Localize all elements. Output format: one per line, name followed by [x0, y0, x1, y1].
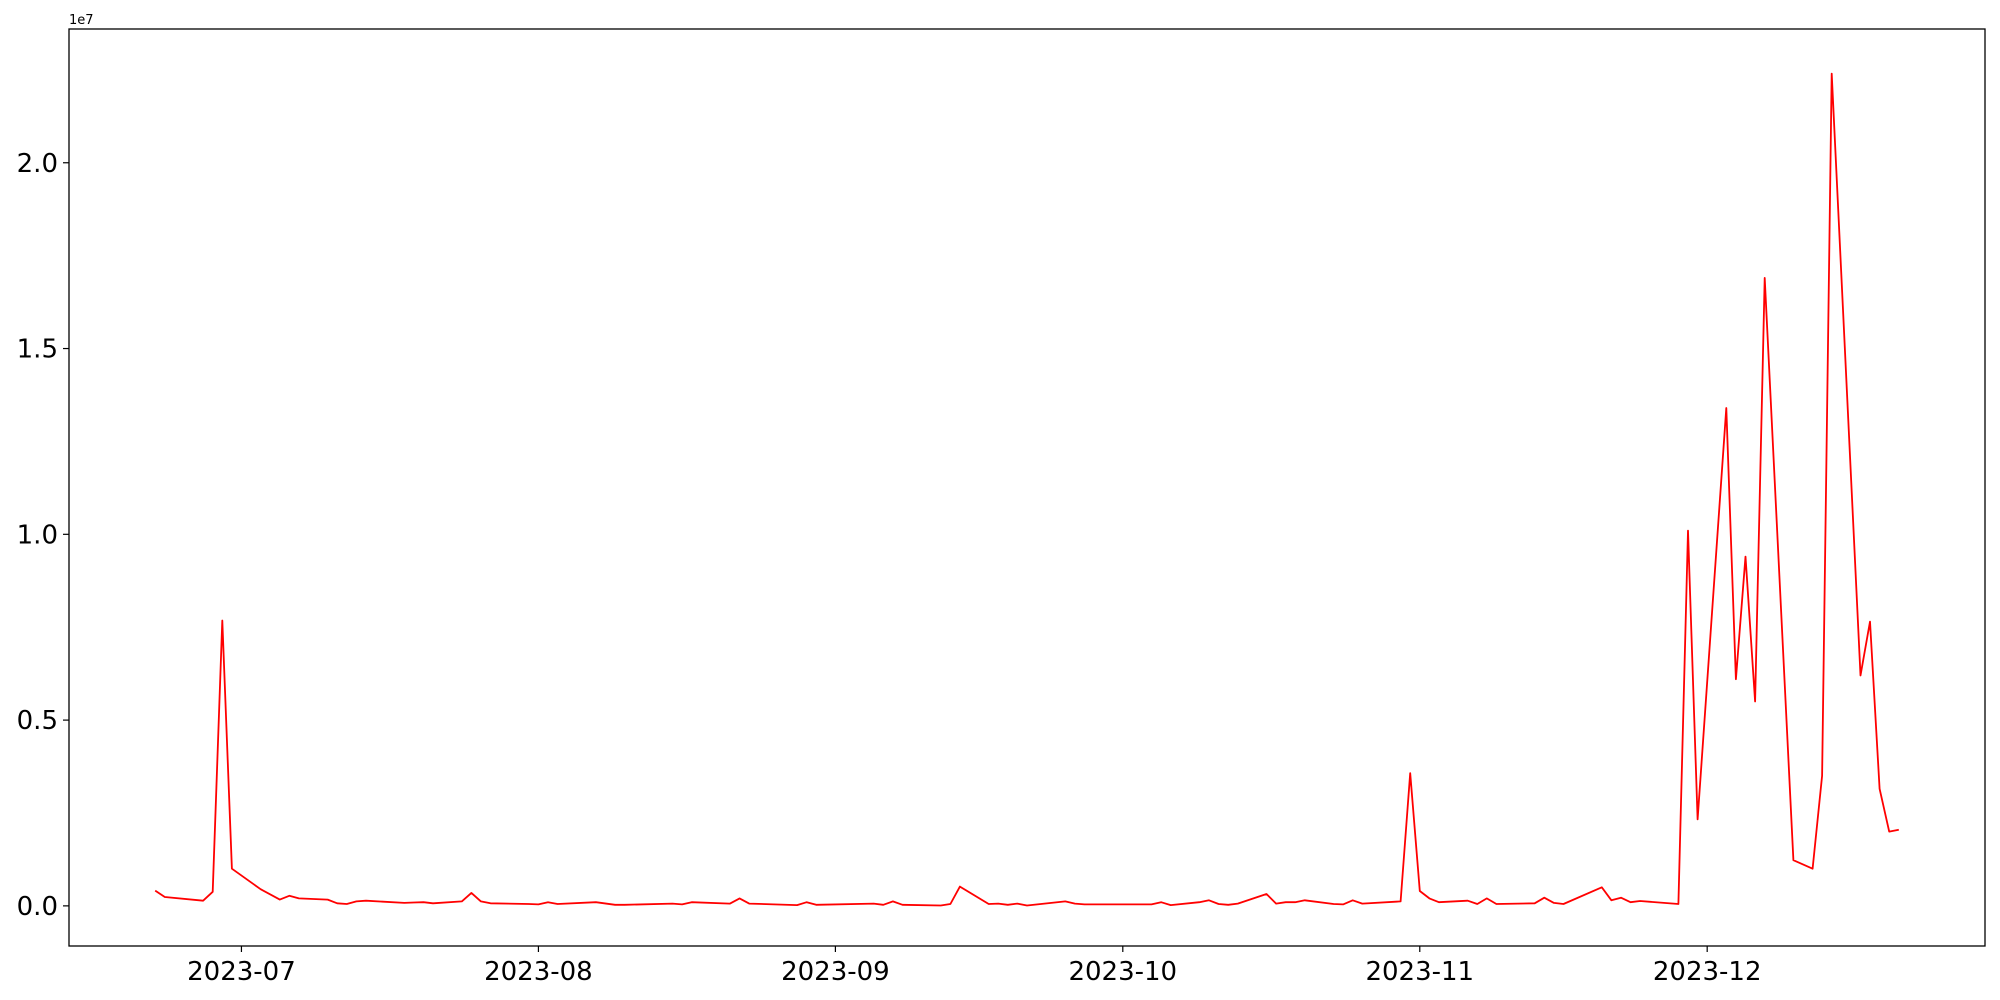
- x-tick-label: 2023-08: [484, 957, 593, 987]
- y-tick-label: 0.0: [17, 892, 58, 922]
- y-axis: 0.0 0.5 1.0 1.5 2.0: [17, 149, 69, 922]
- plot-area: [154, 72, 1899, 907]
- x-axis: 2023-07 2023-08 2023-09 2023-10 2023-11 2023-…: [187, 946, 1762, 987]
- y-tick-label: 1.5: [17, 335, 58, 365]
- axes-frame: [68, 28, 1986, 947]
- y-tick-label: 0.5: [17, 706, 58, 736]
- x-tick-label: 2023-09: [781, 957, 890, 987]
- y-offset-label: 1e7: [69, 13, 94, 28]
- x-tick-label: 2023-12: [1653, 957, 1762, 987]
- y-tick-label: 2.0: [17, 149, 58, 179]
- x-tick-label: 2023-11: [1365, 957, 1474, 987]
- y-tick-label: 1.0: [17, 520, 58, 550]
- x-tick-label: 2023-10: [1068, 957, 1177, 987]
- x-tick-label: 2023-07: [187, 957, 296, 987]
- series-line: [154, 72, 1899, 907]
